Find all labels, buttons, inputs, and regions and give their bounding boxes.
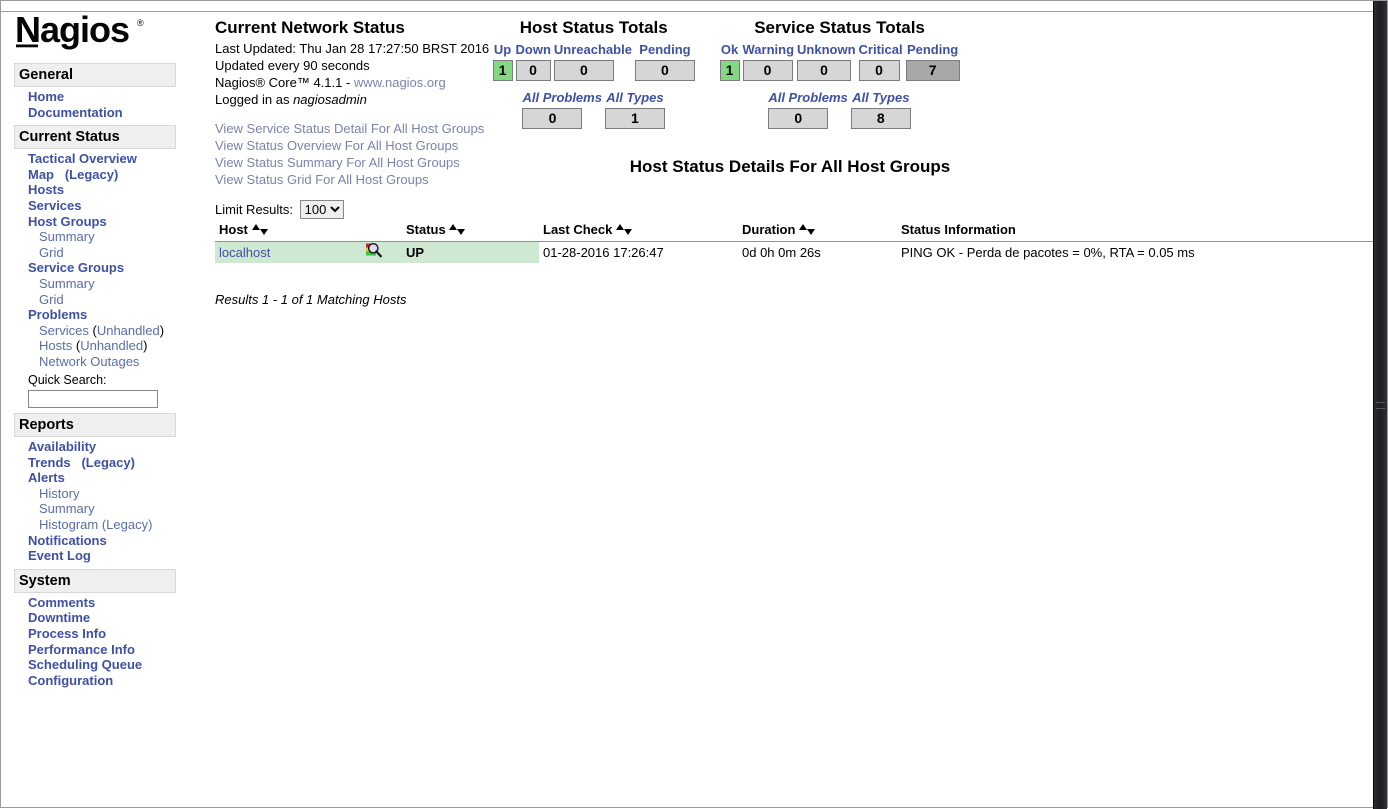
- svg-text:®: ®: [137, 18, 144, 28]
